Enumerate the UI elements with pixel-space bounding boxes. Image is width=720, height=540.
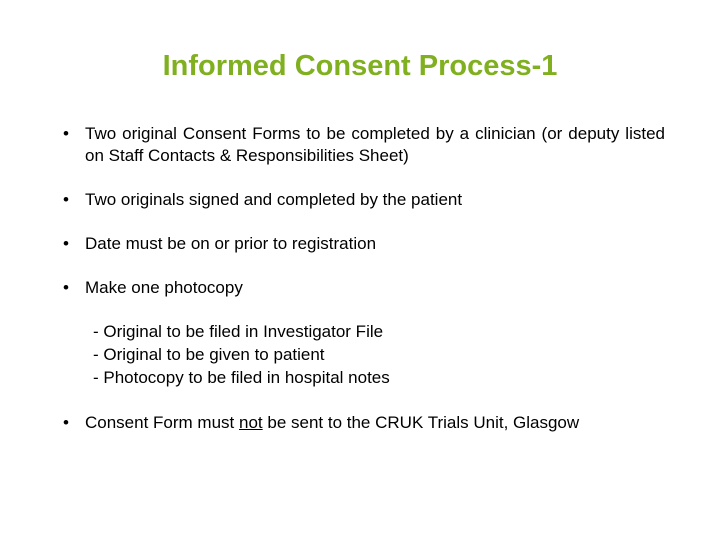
sub-bullet-item: - Photocopy to be filed in hospital note… (93, 367, 665, 390)
bullet-item: Two original Consent Forms to be complet… (55, 123, 665, 167)
final-post: be sent to the CRUK Trials Unit, Glasgow (263, 413, 580, 432)
bullet-item: Make one photocopy (55, 277, 665, 299)
bullet-list: Two original Consent Forms to be complet… (55, 123, 665, 299)
final-underline: not (239, 413, 263, 432)
bullet-list-2: Consent Form must not be sent to the CRU… (55, 412, 665, 434)
sub-bullet-item: - Original to be filed in Investigator F… (93, 321, 665, 344)
final-pre: Consent Form must (85, 413, 239, 432)
bullet-item: Date must be on or prior to registration (55, 233, 665, 255)
bullet-item-final: Consent Form must not be sent to the CRU… (55, 412, 665, 434)
bullet-item: Two originals signed and completed by th… (55, 189, 665, 211)
sub-bullet-list: - Original to be filed in Investigator F… (55, 321, 665, 390)
sub-bullet-item: - Original to be given to patient (93, 344, 665, 367)
slide-title: Informed Consent Process-1 (55, 50, 665, 83)
